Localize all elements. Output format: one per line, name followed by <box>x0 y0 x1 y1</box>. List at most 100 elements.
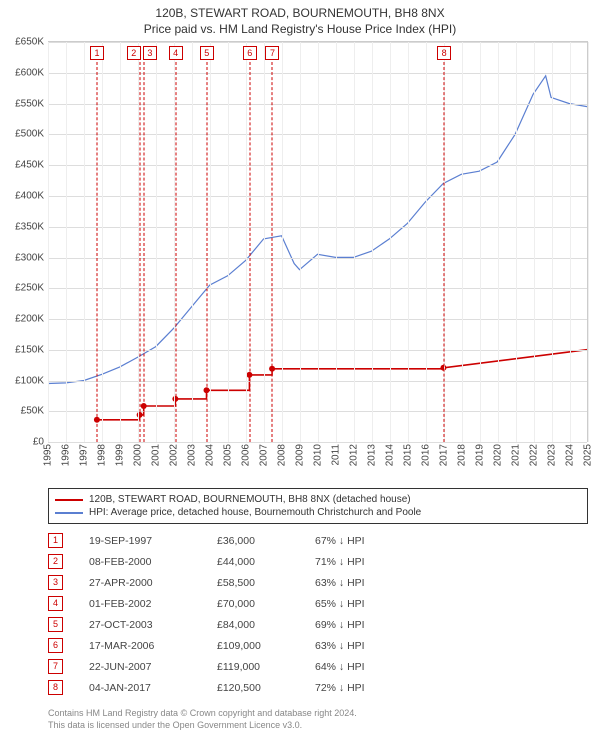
marker-flag: 2 <box>127 46 141 60</box>
x-tick-label: 2018 <box>457 444 468 466</box>
x-axis: 1995199619971998199920002001200220032004… <box>48 442 588 478</box>
legend-swatch <box>55 512 83 514</box>
transaction-row: 722-JUN-2007£119,00064% ↓ HPI <box>48 656 588 677</box>
transaction-index: 2 <box>48 554 63 569</box>
x-gridline <box>210 42 211 442</box>
transaction-row: 119-SEP-1997£36,00067% ↓ HPI <box>48 530 588 551</box>
marker-flag: 4 <box>169 46 183 60</box>
transaction-date: 17-MAR-2006 <box>71 640 209 652</box>
transaction-index: 3 <box>48 575 63 590</box>
marker-flag: 1 <box>90 46 104 60</box>
marker-flag: 7 <box>265 46 279 60</box>
x-gridline <box>462 42 463 442</box>
x-gridline <box>516 42 517 442</box>
transaction-row: 401-FEB-2002£70,00065% ↓ HPI <box>48 593 588 614</box>
x-gridline <box>84 42 85 442</box>
marker-flag: 5 <box>200 46 214 60</box>
y-tick-label: £300K <box>15 252 44 263</box>
y-tick-label: £100K <box>15 375 44 386</box>
x-gridline <box>48 42 49 442</box>
transaction-price: £84,000 <box>217 619 307 631</box>
x-tick-label: 2013 <box>367 444 378 466</box>
transaction-date: 27-OCT-2003 <box>71 619 209 631</box>
title-line-2: Price paid vs. HM Land Registry's House … <box>0 22 600 38</box>
x-tick-label: 2015 <box>403 444 414 466</box>
x-tick-label: 2007 <box>259 444 270 466</box>
marker-line <box>175 62 176 442</box>
x-gridline <box>480 42 481 442</box>
transaction-index: 5 <box>48 617 63 632</box>
marker-line <box>139 62 140 442</box>
legend-row: HPI: Average price, detached house, Bour… <box>55 506 581 519</box>
y-tick-label: £350K <box>15 221 44 232</box>
x-gridline <box>354 42 355 442</box>
transaction-diff: 64% ↓ HPI <box>315 661 588 673</box>
y-tick-label: £150K <box>15 344 44 355</box>
marker-line <box>143 62 144 442</box>
transaction-price: £119,000 <box>217 661 307 673</box>
x-tick-label: 2009 <box>295 444 306 466</box>
transaction-price: £58,500 <box>217 577 307 589</box>
x-tick-label: 2010 <box>313 444 324 466</box>
marker-flag: 8 <box>437 46 451 60</box>
chart-container: 120B, STEWART ROAD, BOURNEMOUTH, BH8 8NX… <box>0 0 600 740</box>
transaction-index: 4 <box>48 596 63 611</box>
transaction-date: 08-FEB-2000 <box>71 556 209 568</box>
series-line-price_paid <box>97 350 587 420</box>
x-tick-label: 2022 <box>529 444 540 466</box>
transaction-price: £44,000 <box>217 556 307 568</box>
transaction-row: 527-OCT-2003£84,00069% ↓ HPI <box>48 614 588 635</box>
x-tick-label: 2005 <box>223 444 234 466</box>
y-tick-label: £200K <box>15 314 44 325</box>
transaction-index: 6 <box>48 638 63 653</box>
marker-line <box>444 62 445 442</box>
x-tick-label: 2008 <box>277 444 288 466</box>
x-gridline <box>426 42 427 442</box>
x-tick-label: 1999 <box>115 444 126 466</box>
x-tick-label: 2003 <box>187 444 198 466</box>
x-tick-label: 2011 <box>331 444 342 466</box>
title-line-1: 120B, STEWART ROAD, BOURNEMOUTH, BH8 8NX <box>0 6 600 22</box>
y-tick-label: £650K <box>15 37 44 48</box>
transaction-index: 7 <box>48 659 63 674</box>
title-block: 120B, STEWART ROAD, BOURNEMOUTH, BH8 8NX… <box>0 0 600 41</box>
x-gridline <box>318 42 319 442</box>
transaction-date: 04-JAN-2017 <box>71 682 209 694</box>
x-gridline <box>120 42 121 442</box>
transaction-diff: 63% ↓ HPI <box>315 640 588 652</box>
transaction-date: 27-APR-2000 <box>71 577 209 589</box>
marker-flag: 6 <box>243 46 257 60</box>
y-tick-label: £600K <box>15 67 44 78</box>
transaction-index: 8 <box>48 680 63 695</box>
x-tick-label: 1998 <box>97 444 108 466</box>
x-gridline <box>156 42 157 442</box>
y-tick-label: £400K <box>15 191 44 202</box>
transaction-diff: 67% ↓ HPI <box>315 535 588 547</box>
transaction-row: 2 08-FEB-2000 £44,000 71% ↓ HPI <box>48 551 588 572</box>
x-gridline <box>534 42 535 442</box>
chart-plot-area: £0£50K£100K£150K£200K£250K£300K£350K£400… <box>48 41 588 442</box>
transaction-price: £109,000 <box>217 640 307 652</box>
x-gridline <box>336 42 337 442</box>
transaction-diff: 71% ↓ HPI <box>315 556 588 568</box>
transaction-row: 6 17-MAR-2006 £109,000 63% ↓ HPI <box>48 635 588 656</box>
x-tick-label: 2016 <box>421 444 432 466</box>
transaction-price: £36,000 <box>217 535 307 547</box>
x-tick-label: 2000 <box>133 444 144 466</box>
x-gridline <box>408 42 409 442</box>
x-gridline <box>570 42 571 442</box>
transactions-table: 119-SEP-1997£36,00067% ↓ HPI208-FEB-2000… <box>48 530 588 698</box>
legend-swatch <box>55 499 83 501</box>
footer-line-1: Contains HM Land Registry data © Crown c… <box>48 708 588 720</box>
x-gridline <box>390 42 391 442</box>
legend-row: 120B, STEWART ROAD, BOURNEMOUTH, BH8 8NX… <box>55 493 581 506</box>
x-tick-label: 2024 <box>565 444 576 466</box>
transaction-diff: 63% ↓ HPI <box>315 577 588 589</box>
x-tick-label: 2002 <box>169 444 180 466</box>
x-tick-label: 2021 <box>511 444 522 466</box>
x-tick-label: 2020 <box>493 444 504 466</box>
x-gridline <box>246 42 247 442</box>
x-gridline <box>552 42 553 442</box>
y-tick-label: £50K <box>21 406 44 417</box>
y-tick-label: £450K <box>15 160 44 171</box>
